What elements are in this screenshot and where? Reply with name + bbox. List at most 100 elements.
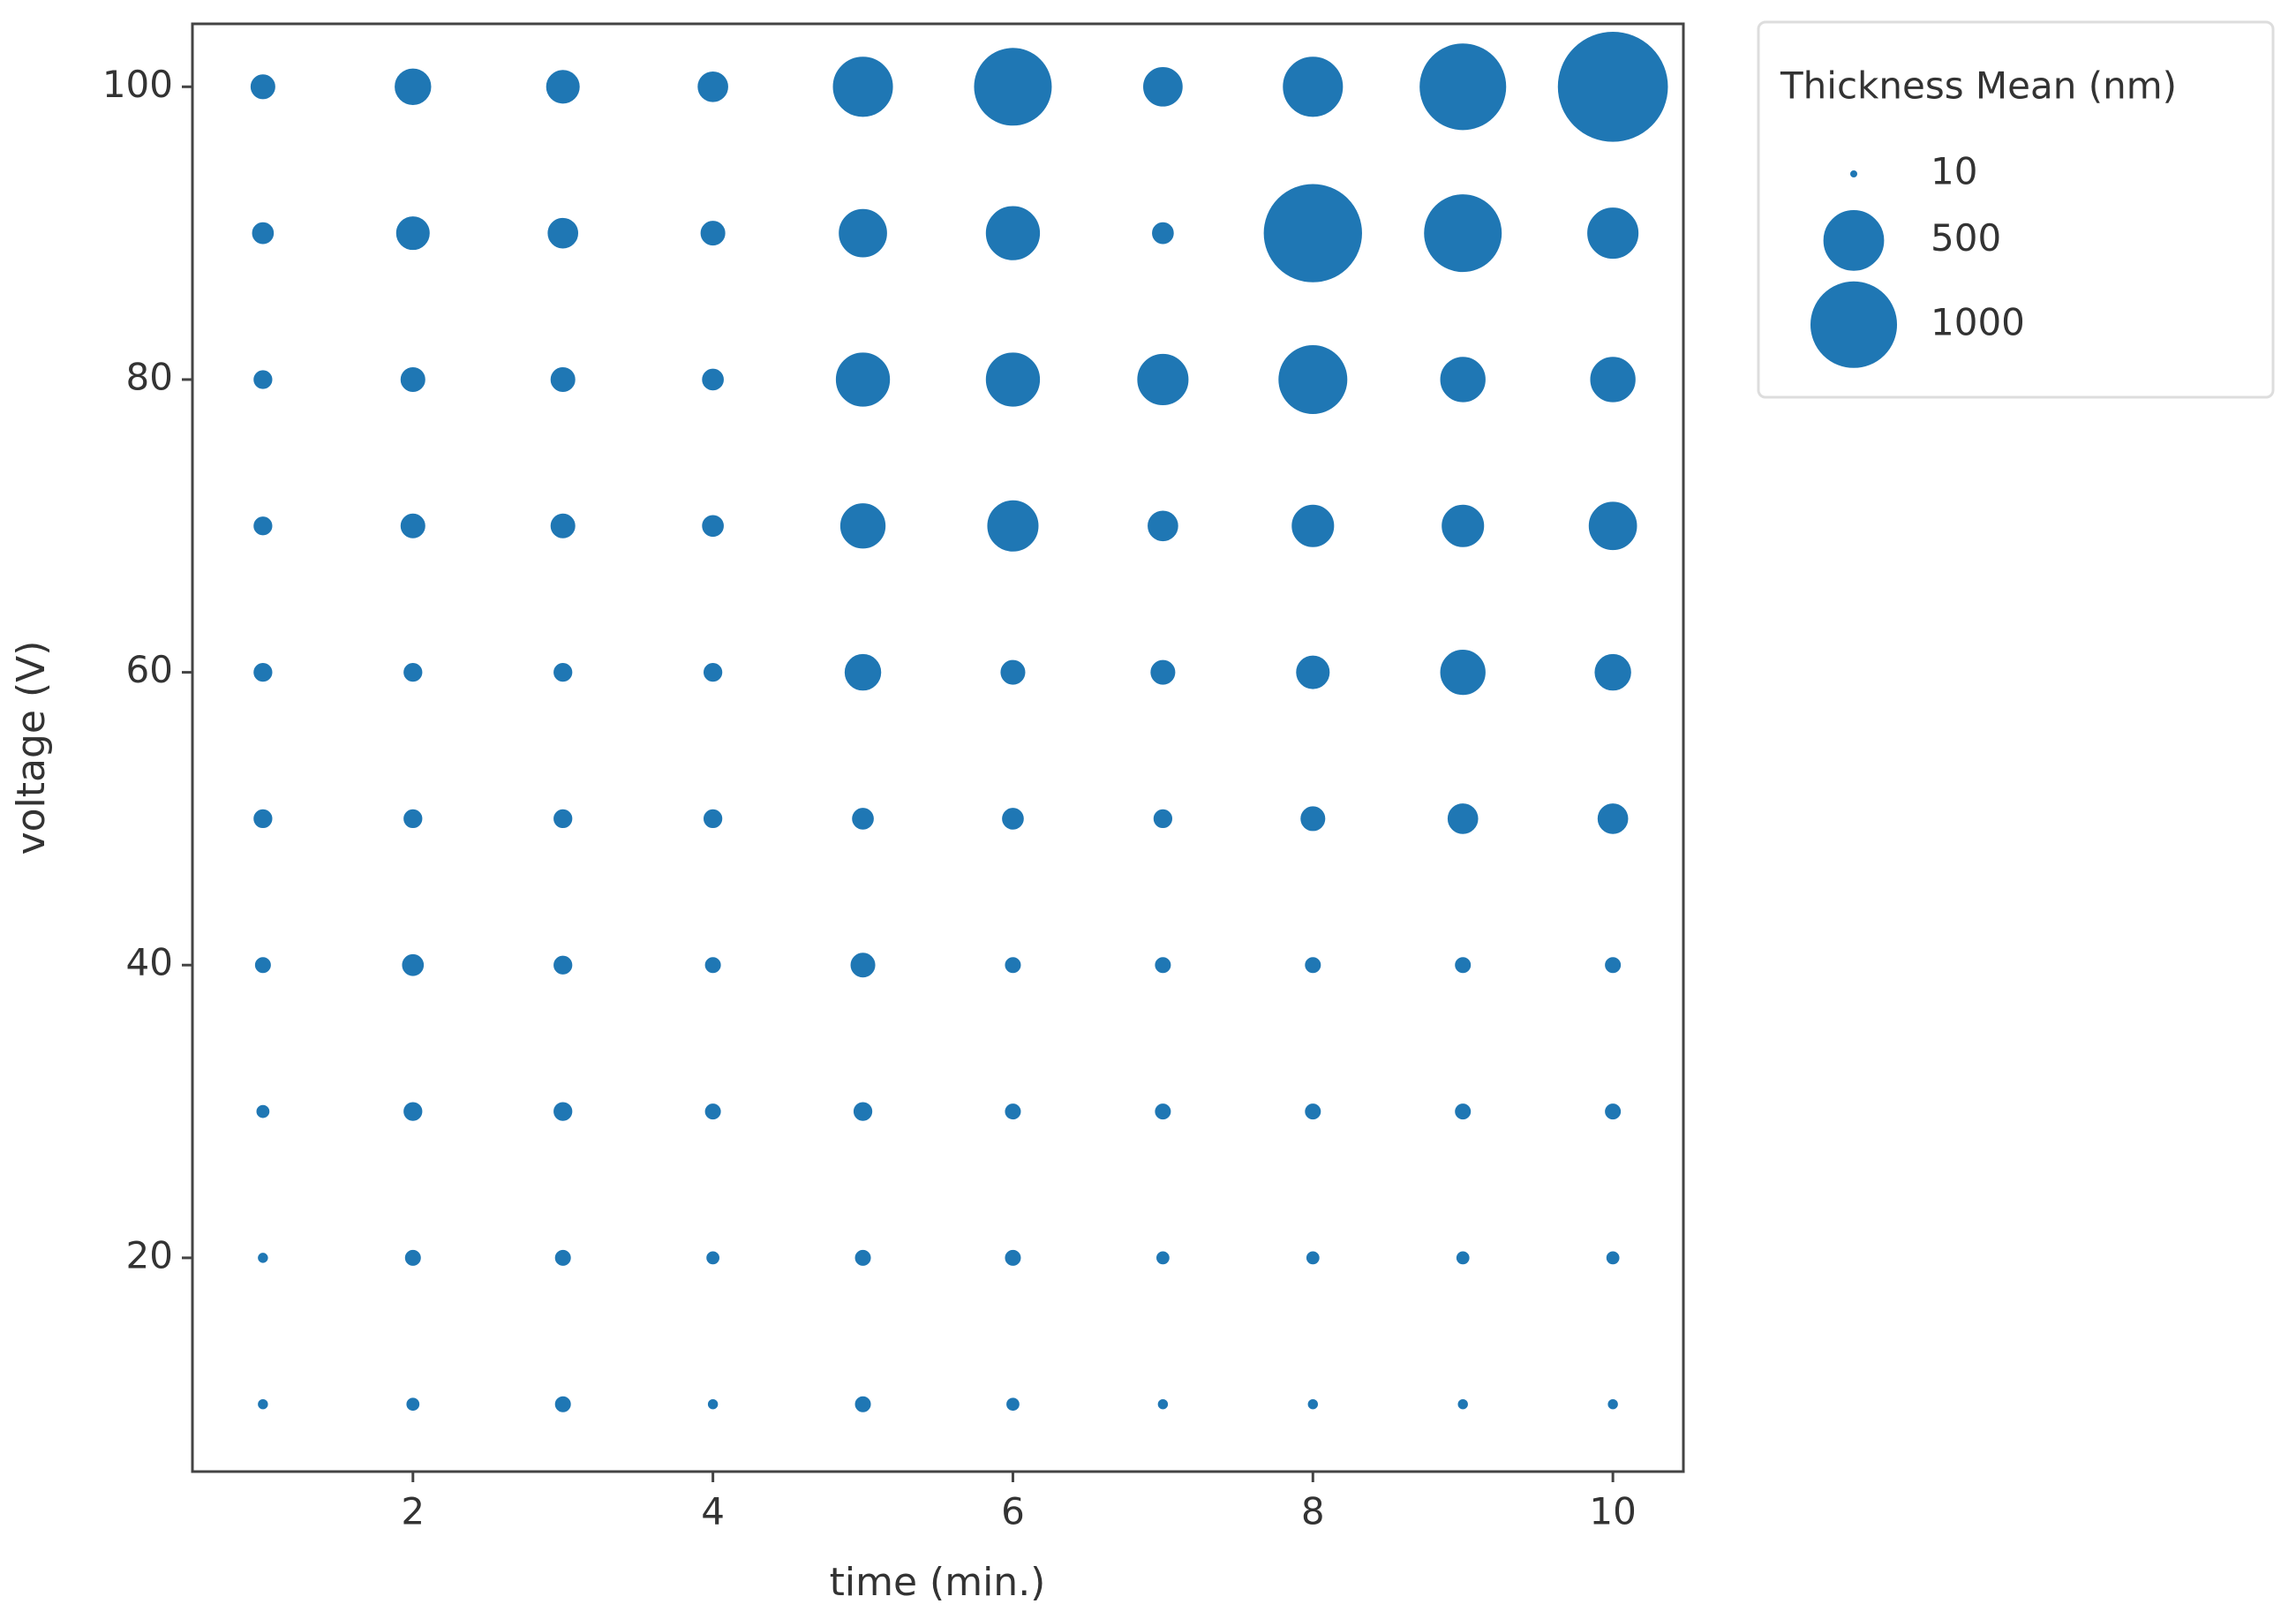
legend-marker [1821,208,1886,273]
bubble [256,1251,270,1265]
bubble [704,1249,721,1267]
bubble [252,368,275,391]
bubble [1281,55,1345,119]
legend-label: 1000 [1931,300,2025,343]
legend-marker [1848,168,1860,180]
bubble [1603,955,1623,975]
bubble [698,219,727,248]
bubble [548,365,577,394]
bubble [1304,1249,1321,1267]
bubble [552,1100,575,1123]
bubble [1141,64,1185,109]
bubble [1148,658,1178,687]
bubble [837,207,889,260]
bubble [394,215,432,252]
bubble [1454,1249,1472,1267]
bubble [851,1100,875,1123]
bubble [402,1100,425,1123]
bubble [254,1103,272,1120]
bubble [1276,343,1350,416]
bubble [552,660,575,684]
y-tick-label: 40 [126,941,173,984]
y-tick-label: 60 [126,648,173,691]
bubble [705,1397,720,1412]
bubble [1588,355,1637,404]
bubble [398,511,427,540]
y-axis-label: voltage (V) [9,641,54,855]
bubble [252,515,275,538]
bubble [1306,1397,1321,1412]
bubble [838,501,888,551]
bubble [833,350,892,409]
bubble [853,1247,873,1268]
bubble [1456,1397,1470,1412]
bubble [850,806,876,832]
bubble [983,350,1043,409]
bubble [1000,806,1026,832]
bubble [552,953,575,976]
bubble [700,513,726,539]
bubble [1453,955,1473,975]
bubble [1595,802,1630,836]
bubble [1135,351,1191,407]
bubble [1440,502,1487,549]
bubble [1555,29,1670,144]
bubble [1422,192,1504,275]
bubble [398,365,427,394]
bubble [252,807,275,831]
bubble [403,1247,423,1268]
x-tick-label: 2 [401,1490,425,1533]
bubble [1438,355,1487,404]
bubble [1592,651,1633,693]
bubble [703,955,723,975]
bubble [848,951,877,980]
bubble [1155,1249,1171,1267]
x-tick-label: 4 [701,1490,725,1533]
bubble [1604,1249,1622,1267]
y-tick-label: 80 [126,355,173,398]
bubble [402,807,425,831]
bubble [552,807,575,831]
y-tick-label: 100 [102,63,173,106]
bubble [853,1394,873,1414]
bubble [701,660,725,684]
bubble [252,955,273,975]
bubble [1003,1102,1023,1122]
bubble [1156,1397,1171,1412]
bubble [1606,1397,1620,1412]
bubble [1438,647,1487,697]
bubble [1445,802,1480,836]
bubble [703,1102,723,1122]
bubble [250,220,276,246]
bubble [248,72,277,102]
bubble [696,69,730,104]
bubble [1151,807,1175,831]
bubble [1586,500,1639,553]
bubble [1153,1102,1173,1122]
bubble [404,1396,422,1413]
legend-label: 500 [1931,216,2001,260]
bubble [1303,955,1323,975]
bubble [544,68,582,106]
bubble [1290,502,1336,549]
bubble [1299,804,1328,833]
bubble [831,55,895,119]
bubble [1303,1102,1323,1122]
bubble [1005,1396,1021,1413]
bubble [1603,1102,1623,1122]
bubble [553,1394,573,1414]
legend-title: Thickness Mean (nm) [1780,64,2177,108]
bubble [1146,508,1180,544]
x-tick-label: 10 [1589,1490,1636,1533]
bubble [1153,955,1173,975]
bubble [546,215,581,251]
bubble [1261,182,1364,284]
bubble [256,1397,270,1412]
y-tick-label: 20 [126,1233,173,1276]
bubble [402,660,425,684]
legend-label: 10 [1931,150,1977,193]
bubble [548,511,577,540]
bubble [553,1247,573,1268]
bubble [700,366,726,393]
